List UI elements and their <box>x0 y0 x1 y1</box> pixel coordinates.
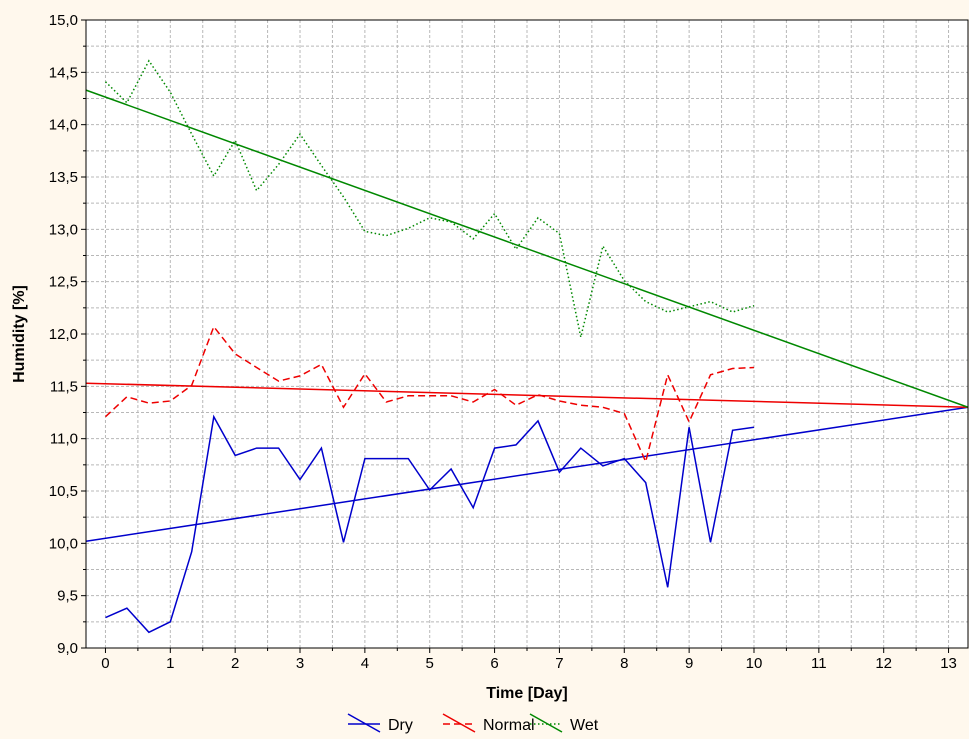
legend-swatch-fit-dry <box>347 713 381 733</box>
series-line-dry <box>105 414 755 634</box>
y-tick-label: 11,0 <box>50 431 78 448</box>
x-tick-label: 12 <box>875 655 892 672</box>
x-tick-label: 1 <box>166 655 174 672</box>
y-axis-ticks: 9,0 9,5 10,0 10,5 11,0 11,5 12,0 12,5 13,0 13,5 14… <box>49 12 86 657</box>
plot-area-frame <box>85 19 969 649</box>
x-tick-label: 10 <box>746 655 763 672</box>
x-tick-label: 4 <box>361 655 369 672</box>
x-tick-label: 9 <box>685 655 693 672</box>
y-tick-label: 14,5 <box>49 64 78 81</box>
y-axis-title: Humidity [%] <box>11 285 28 383</box>
trend-line-normal <box>85 382 969 409</box>
x-tick-label: 7 <box>555 655 563 672</box>
x-tick-label: 5 <box>426 655 434 672</box>
x-tick-label: 13 <box>940 655 957 672</box>
y-tick-label: 15,0 <box>49 12 78 29</box>
grid-lines <box>86 20 968 648</box>
x-tick-label: 3 <box>296 655 304 672</box>
legend-swatch-fit-normal <box>442 713 476 733</box>
x-tick-label: 6 <box>490 655 498 672</box>
x-tick-label: 11 <box>811 655 827 672</box>
y-tick-label: 13,0 <box>49 221 78 238</box>
trend-line-wet <box>85 89 969 408</box>
y-tick-label: 10,0 <box>49 535 78 552</box>
y-tick-label: 14,0 <box>49 117 78 134</box>
legend-swatch-fit-wet <box>529 713 563 733</box>
legend: Dry Normal Wet <box>347 713 599 734</box>
x-tick-label: 2 <box>231 655 239 672</box>
series-line-normal <box>104 325 755 464</box>
x-tick-label: 0 <box>101 655 109 672</box>
legend-label-dry: Dry <box>388 717 413 734</box>
y-tick-label: 9,5 <box>57 588 78 605</box>
y-tick-label: 12,5 <box>49 274 78 291</box>
x-axis-ticks: 0 1 2 3 4 5 6 7 8 9 10 11 12 13 <box>101 648 957 672</box>
x-tick-label: 8 <box>620 655 628 672</box>
legend-label-normal: Normal <box>483 717 535 734</box>
legend-label-wet: Wet <box>570 717 599 734</box>
trend-line-dry <box>85 406 969 542</box>
y-tick-label: 9,0 <box>57 640 78 657</box>
y-tick-label: 11,5 <box>50 378 78 395</box>
series-group <box>85 59 969 634</box>
y-tick-label: 12,0 <box>49 326 78 343</box>
y-tick-label: 10,5 <box>49 483 78 500</box>
x-axis-title: Time [Day] <box>486 685 568 702</box>
y-tick-label: 13,5 <box>49 169 78 186</box>
